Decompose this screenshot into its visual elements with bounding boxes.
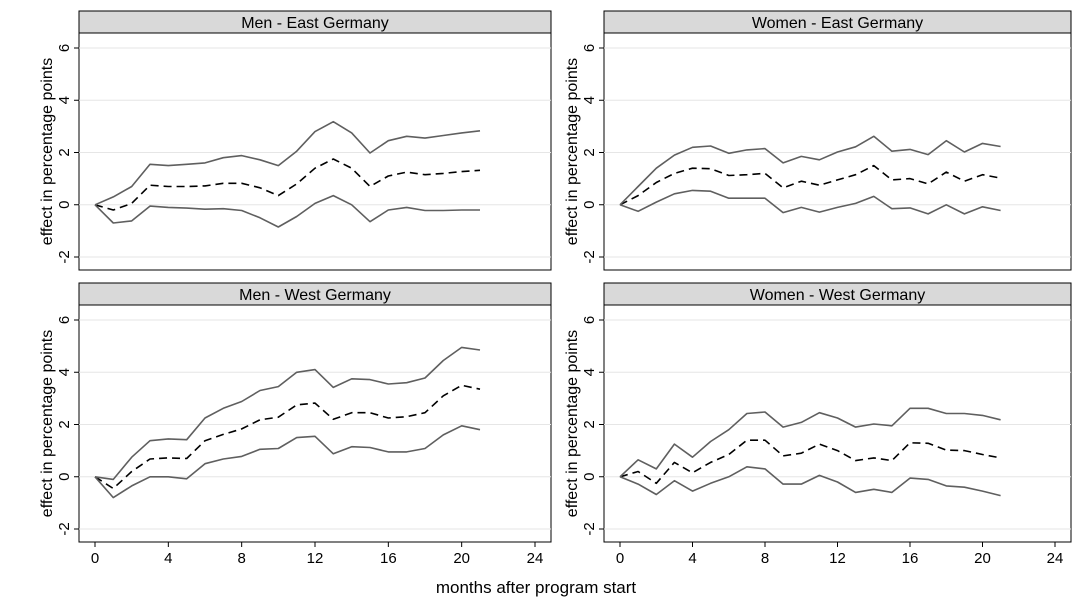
y-tick-label: 4 [581, 96, 598, 104]
y-tick-label: 2 [56, 148, 73, 156]
panel-title: Men - East Germany [241, 15, 389, 32]
y-axis-title: effect in percentage points [39, 330, 56, 517]
y-tick-label: 2 [56, 420, 73, 428]
series-confidence-band [619, 407, 1001, 478]
x-axis-title: months after program start [436, 578, 637, 597]
x-tick-label: 16 [902, 550, 919, 567]
series-confidence-band [94, 194, 480, 228]
x-tick-label: 0 [616, 550, 624, 567]
panel-title: Men - West Germany [239, 287, 391, 304]
y-tick-label: -2 [56, 522, 73, 535]
x-tick-label: 24 [1047, 550, 1064, 567]
y-tick-label: 4 [56, 368, 73, 376]
series-confidence-band [619, 135, 1001, 206]
y-tick-label: 0 [581, 473, 598, 481]
y-tick-label: -2 [56, 250, 73, 263]
y-tick-label: 6 [56, 316, 73, 324]
y-tick-label: 0 [56, 473, 73, 481]
y-tick-label: 2 [581, 148, 598, 156]
x-tick-label: 8 [761, 550, 769, 567]
y-axis-title: effect in percentage points [564, 330, 581, 517]
y-tick-label: 4 [581, 368, 598, 376]
plot-area [78, 304, 552, 543]
plot-area [603, 304, 1072, 543]
x-tick-label: 24 [527, 550, 544, 567]
y-axis-title: effect in percentage points [39, 58, 56, 245]
series-point-estimate [94, 384, 481, 490]
series-point-estimate [619, 164, 1001, 206]
x-tick-label: 0 [91, 550, 99, 567]
y-tick-label: -2 [581, 522, 598, 535]
x-tick-label: 20 [453, 550, 470, 567]
y-tick-label: 0 [56, 201, 73, 209]
x-tick-label: 12 [829, 550, 846, 567]
x-tick-label: 20 [974, 550, 991, 567]
x-tick-label: 16 [380, 550, 397, 567]
y-axis-title: effect in percentage points [564, 58, 581, 245]
plot-area [78, 32, 552, 271]
y-tick-label: 6 [581, 316, 598, 324]
y-tick-label: -2 [581, 250, 598, 263]
x-tick-label: 8 [237, 550, 245, 567]
series-confidence-band [94, 346, 481, 481]
x-tick-label: 12 [307, 550, 324, 567]
series-point-estimate [94, 158, 481, 211]
y-tick-label: 6 [581, 44, 598, 52]
y-tick-label: 4 [56, 96, 73, 104]
series-confidence-band [94, 120, 481, 206]
x-tick-label: 4 [688, 550, 696, 567]
series-confidence-band [619, 465, 1001, 497]
y-tick-label: 2 [581, 420, 598, 428]
series-point-estimate [619, 439, 1001, 485]
series-confidence-band [94, 424, 481, 499]
y-tick-label: 0 [581, 201, 598, 209]
panel-title: Women - East Germany [752, 15, 923, 32]
series-confidence-band [619, 189, 1001, 215]
panel-title: Women - West Germany [750, 287, 925, 304]
y-tick-label: 6 [56, 44, 73, 52]
x-tick-label: 4 [164, 550, 172, 567]
